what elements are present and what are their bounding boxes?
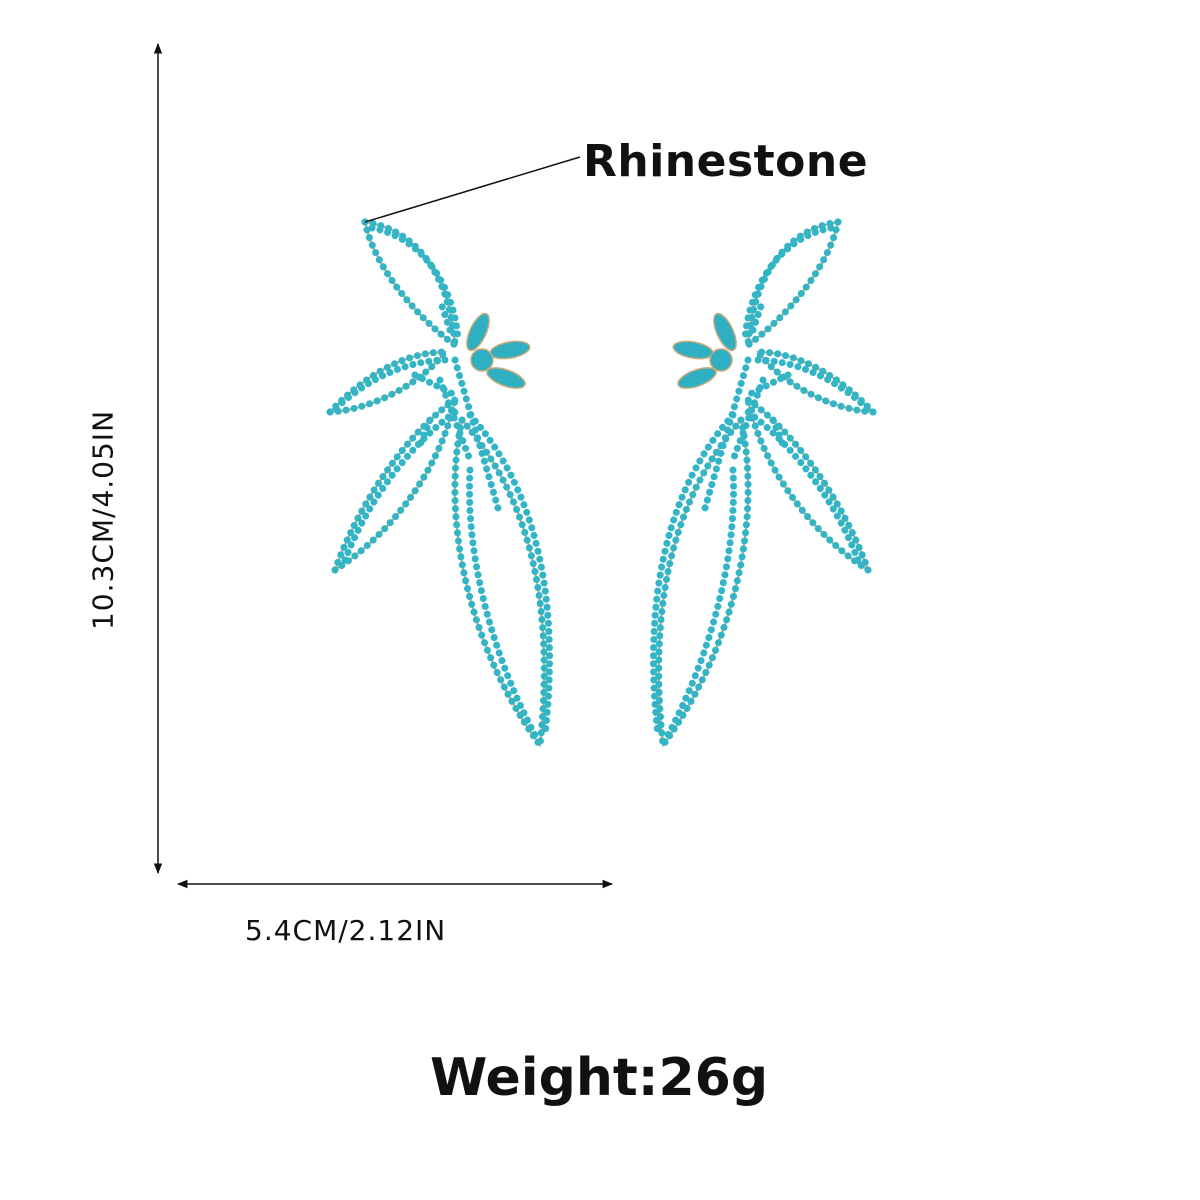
rhinestone-label: Rhinestone bbox=[583, 136, 869, 187]
height-label: 10.3CM/4.05IN bbox=[86, 409, 120, 631]
earring-right bbox=[653, 222, 873, 745]
weight-label: Weight:26g bbox=[430, 1048, 769, 1108]
width-label: 5.4CM/2.12IN bbox=[245, 914, 447, 947]
earring-left bbox=[330, 222, 550, 745]
rhinestone-leader-line bbox=[364, 156, 581, 223]
